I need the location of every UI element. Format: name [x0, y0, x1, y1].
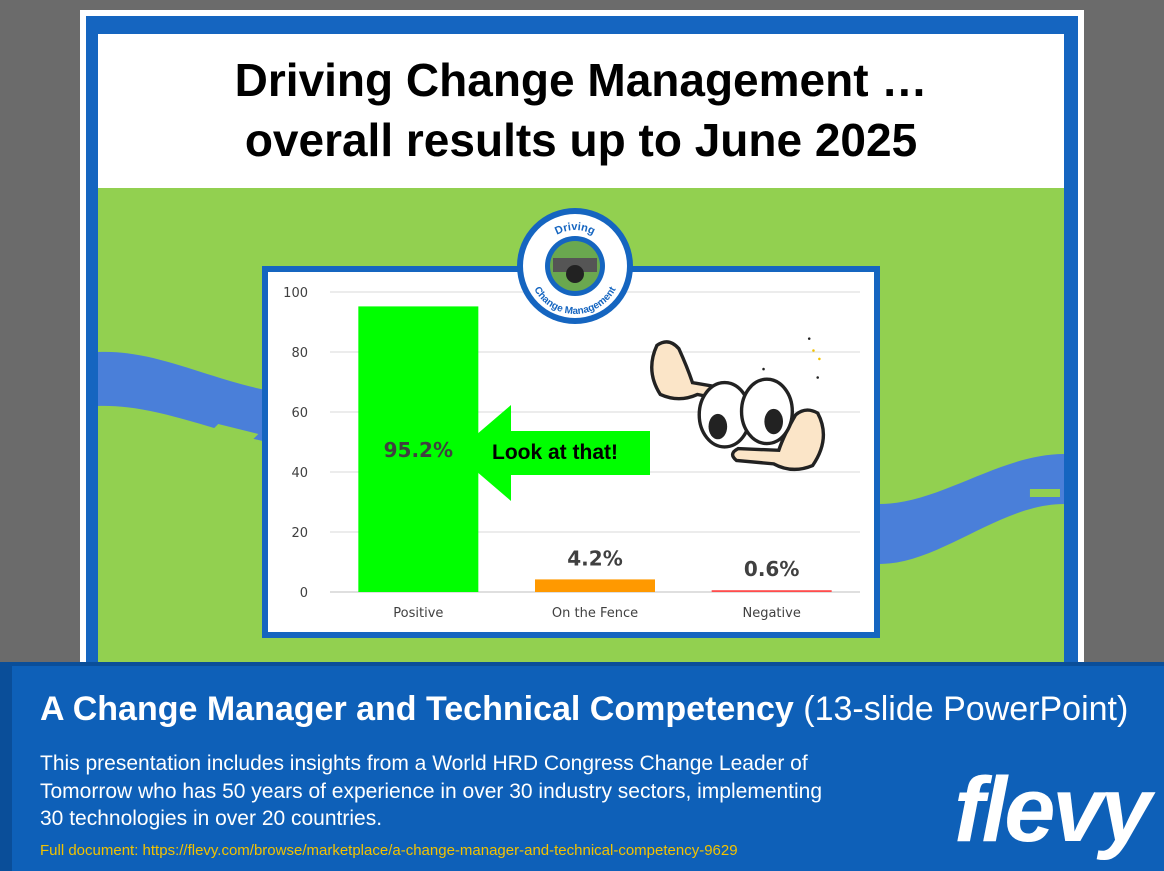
x-tick-label: On the Fence: [552, 606, 638, 621]
x-tick-label: Negative: [742, 606, 800, 621]
document-banner: A Change Manager and Technical Competenc…: [0, 662, 1164, 871]
bar-chart: 0 20 40 60 80 100 Positive 95.2% On the Fence 4.2…: [283, 286, 860, 621]
callout-text: Look at that!: [492, 441, 618, 464]
data-label: 4.2%: [567, 546, 622, 570]
callout-arrow: [455, 405, 650, 501]
document-description: This presentation includes insights from…: [40, 752, 823, 831]
title-box: Driving Change Management … overall resu…: [98, 34, 1064, 188]
bar-negative: [711, 590, 832, 592]
slide-title: Driving Change Management … overall resu…: [234, 54, 928, 166]
y-tick-label: 80: [291, 346, 308, 361]
flevy-logo: flevy: [954, 759, 1152, 861]
logo-top-text: Driving: [553, 221, 597, 238]
bar-on-the-fence: [535, 579, 655, 592]
data-label: 95.2%: [384, 438, 453, 462]
y-tick-label: 40: [291, 466, 308, 481]
banner-accent: [0, 666, 12, 871]
hands-eyes-illustration: [650, 337, 826, 472]
y-tick-label: 100: [283, 286, 308, 301]
bar-positive: [358, 306, 479, 592]
document-slide-count: (13-slide PowerPoint): [803, 690, 1129, 728]
y-tick-label: 60: [291, 406, 308, 421]
x-tick-label: Positive: [393, 606, 443, 621]
document-link[interactable]: Full document: https://flevy.com/browse/…: [40, 842, 738, 859]
banner-title: A Change Manager and Technical Competenc…: [40, 690, 1128, 729]
y-tick-label: 20: [291, 526, 308, 541]
driving-change-logo: Driving Change Management: [517, 208, 633, 324]
svg-text:Driving: Driving: [553, 221, 597, 238]
y-tick-label: 0: [300, 586, 308, 601]
road-illustration: [98, 351, 1064, 564]
data-label: 0.6%: [744, 557, 799, 581]
document-title: A Change Manager and Technical Competenc…: [40, 690, 794, 728]
